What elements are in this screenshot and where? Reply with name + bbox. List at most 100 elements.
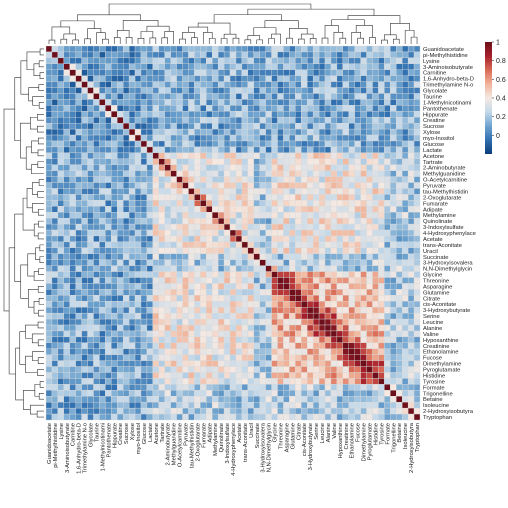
heatmap-cell	[360, 99, 367, 106]
heatmap-cell	[158, 87, 165, 94]
dendrogram-branch	[381, 39, 388, 44]
heatmap-cell	[223, 289, 231, 296]
heatmap-cell	[122, 194, 130, 201]
heatmap-cell	[396, 182, 403, 189]
heatmap-cell	[69, 140, 76, 148]
heatmap-cell	[241, 253, 249, 260]
heatmap-cell	[235, 259, 243, 266]
row-label: Histidine	[423, 373, 445, 379]
heatmap-cell	[247, 283, 254, 290]
heatmap-cell	[289, 307, 296, 314]
heatmap-cell	[57, 396, 64, 403]
row-label: Tyrosine	[423, 379, 445, 385]
heatmap-cell	[117, 45, 124, 53]
heatmap-cell	[407, 301, 415, 308]
heatmap-cell	[117, 99, 124, 106]
heatmap-cell	[200, 229, 207, 237]
heatmap-cell	[342, 402, 349, 409]
heatmap-cell	[307, 265, 314, 272]
heatmap-cell	[111, 87, 118, 94]
heatmap-cell	[390, 336, 397, 344]
heatmap-cell	[122, 57, 130, 64]
heatmap-cell	[152, 51, 159, 59]
heatmap-cell	[265, 217, 272, 225]
heatmap-cell	[372, 170, 379, 177]
heatmap-cell	[93, 372, 100, 379]
heatmap-cell	[69, 206, 76, 213]
heatmap-cell	[354, 283, 361, 290]
heatmap-cell	[51, 330, 59, 338]
heatmap-cell	[223, 117, 231, 124]
dendrogram-branch	[37, 321, 44, 329]
heatmap-cell	[324, 194, 332, 201]
heatmap-cell	[182, 265, 189, 272]
heatmap-cell	[69, 170, 76, 177]
heatmap-cell	[402, 307, 409, 314]
heatmap-cell	[342, 354, 349, 361]
heatmap-cell	[413, 277, 421, 284]
heatmap-cell	[277, 407, 284, 415]
heatmap-cell	[188, 87, 195, 94]
heatmap-cell	[265, 194, 272, 201]
heatmap-cell	[265, 318, 272, 326]
heatmap-cell	[348, 206, 355, 213]
heatmap-cell	[235, 307, 243, 314]
heatmap-cell	[158, 247, 165, 254]
heatmap-cell	[200, 188, 207, 195]
heatmap-cell	[81, 200, 88, 207]
heatmap-cell	[69, 312, 76, 320]
heatmap-cell	[330, 99, 338, 106]
heatmap-cell	[164, 51, 171, 59]
column-label: Lactate	[148, 423, 154, 442]
heatmap-cell	[51, 396, 59, 403]
heatmap-cell	[235, 63, 243, 70]
heatmap-cell	[140, 330, 148, 338]
column-label: trans-Aconitate	[243, 423, 249, 462]
heatmap-cell	[366, 170, 373, 177]
heatmap-cell	[354, 360, 361, 367]
heatmap-cell	[128, 229, 136, 237]
dendrogram-branch	[26, 188, 33, 209]
heatmap-cell	[146, 378, 154, 385]
heatmap-cell	[229, 81, 237, 88]
heatmap-cell	[200, 301, 207, 308]
heatmap-cell	[235, 301, 243, 308]
heatmap-cell	[366, 81, 373, 88]
heatmap-cell	[378, 301, 385, 308]
heatmap-cell	[69, 69, 76, 76]
heatmap-cell	[63, 105, 70, 112]
heatmap-cell	[384, 307, 391, 314]
heatmap-cell	[301, 164, 308, 171]
heatmap-cell	[253, 200, 260, 207]
heatmap-cell	[93, 378, 100, 385]
heatmap-cell	[277, 164, 284, 171]
heatmap-cell	[265, 99, 272, 106]
heatmap-cell	[307, 134, 314, 142]
heatmap-cell	[217, 336, 225, 344]
heatmap-cell	[366, 194, 373, 201]
heatmap-cell	[105, 146, 112, 154]
heatmap-cell	[318, 396, 326, 403]
heatmap-cell	[140, 366, 148, 373]
heatmap-cell	[164, 111, 171, 118]
heatmap-cell	[336, 81, 344, 88]
heatmap-cell	[51, 283, 59, 290]
heatmap-cell	[122, 330, 130, 338]
heatmap-cell	[69, 128, 76, 136]
heatmap-cell	[45, 330, 53, 338]
heatmap-cell	[200, 140, 207, 148]
heatmap-cell	[128, 330, 136, 338]
heatmap-cell	[105, 176, 112, 183]
column-label: Creatine	[118, 423, 124, 445]
heatmap-cell	[301, 99, 308, 106]
heatmap-cell	[390, 51, 397, 59]
heatmap-cell	[63, 117, 70, 124]
heatmap-cell	[134, 212, 142, 219]
heatmap-cell	[217, 105, 225, 112]
heatmap-cell	[117, 265, 124, 272]
heatmap-cell	[122, 170, 130, 177]
heatmap-cell	[206, 384, 213, 391]
heatmap-cell	[117, 312, 124, 320]
heatmap-cell	[51, 51, 59, 59]
heatmap-cell	[57, 105, 64, 112]
